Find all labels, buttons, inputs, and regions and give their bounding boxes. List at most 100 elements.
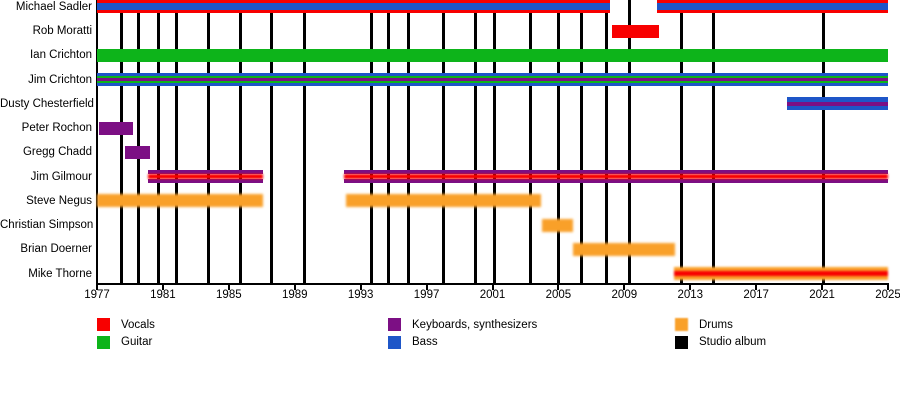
member-bar [97, 73, 888, 87]
bar-stripe-keyboards [125, 145, 150, 159]
studio-album-line [270, 0, 274, 283]
bar-stripe-keyboards [97, 78, 888, 82]
studio-album-line [120, 0, 124, 283]
axis-tick [227, 283, 230, 290]
member-label: Rob Moratti [32, 25, 92, 38]
axis-tick [557, 283, 560, 290]
legend-swatch-keyboards [388, 318, 401, 331]
legend-label: Vocals [121, 318, 155, 331]
bar-stripe-guitar [97, 48, 888, 62]
member-bar [125, 145, 150, 159]
axis-tick [491, 283, 494, 290]
bar-stripe-keyboards [787, 101, 888, 106]
axis-tick [755, 283, 758, 290]
member-label: Steve Negus [26, 194, 92, 207]
legend-swatch-guitar [97, 335, 110, 349]
member-label: Jim Crichton [28, 73, 92, 86]
axis-tick [689, 283, 692, 290]
legend-label: Drums [699, 318, 733, 331]
legend-label: Guitar [121, 336, 153, 348]
member-label: Jim Gilmour [30, 170, 92, 183]
bar-stripe-keyboards [148, 170, 264, 174]
studio-album-line [556, 0, 560, 283]
bar-stripe-bass [97, 73, 888, 77]
bar-stripe-drums [541, 218, 574, 232]
axis-tick-label: 2009 [611, 289, 638, 301]
member-label: Peter Rochon [21, 122, 92, 135]
bar-stripe-bass [787, 97, 888, 102]
member-bar [148, 170, 264, 184]
studio-album-line [680, 0, 684, 283]
member-bar [345, 194, 542, 208]
legend-item-keyboards: Keyboards, synthesizers [388, 318, 537, 331]
bar-stripe-vocals [611, 24, 659, 38]
axis-tick [359, 283, 362, 290]
bar-stripe-keyboards [98, 121, 134, 135]
legend-label: Keyboards, synthesizers [412, 318, 538, 331]
legend-item-drums: Drums [675, 318, 733, 331]
bar-stripe-vocals [657, 0, 888, 4]
axis-tick-label: 2005 [545, 289, 572, 301]
studio-album-line [493, 0, 497, 283]
axis-tick-label: 2025 [875, 289, 900, 301]
studio-album-line [303, 0, 307, 283]
plot-left-border [96, 0, 98, 283]
bar-stripe-keyboards [344, 170, 888, 174]
studio-album-line [386, 0, 390, 283]
studio-album-line [821, 0, 825, 283]
bar-stripe-drums [673, 275, 888, 281]
member-label: Gregg Chadd [22, 146, 92, 159]
bar-stripe-vocals [97, 0, 611, 4]
member-label: Christian Simpson [0, 219, 94, 232]
studio-album-line [157, 0, 161, 283]
bar-stripe-bass [787, 105, 888, 111]
bar-stripe-bass [97, 3, 611, 11]
studio-album-line [605, 0, 609, 283]
bar-stripe-keyboards [148, 179, 264, 184]
studio-album-line [206, 0, 210, 283]
axis-tick [161, 283, 164, 290]
studio-album-line [528, 0, 532, 283]
axis-tick-label: 2001 [479, 289, 506, 301]
axis-tick-label: 1985 [216, 289, 242, 301]
member-bar [344, 170, 888, 184]
bar-stripe-vocals [673, 271, 888, 276]
legend-label: Studio album [699, 336, 767, 348]
axis-tick-label: 1981 [150, 289, 176, 301]
member-bar [787, 97, 888, 111]
bar-stripe-drums [97, 194, 264, 208]
legend-item-album: Studio album [675, 335, 767, 349]
axis-tick-label: 2013 [677, 289, 704, 301]
member-bar [97, 48, 888, 62]
legend-swatch-album [675, 335, 688, 349]
member-label: Michael Sadler [15, 0, 92, 13]
bar-stripe-bass [97, 83, 888, 87]
legend-swatch-bass [388, 335, 401, 349]
bar-stripe-guitar [97, 76, 888, 79]
member-bar [611, 24, 659, 38]
axis-tick-label: 1989 [281, 289, 308, 301]
axis-tick [96, 283, 98, 290]
studio-album-line [136, 0, 140, 283]
axis-tick [821, 283, 824, 290]
bar-stripe-vocals [657, 10, 888, 14]
bar-stripe-vocals [97, 10, 611, 14]
legend-item-vocals: Vocals [97, 318, 155, 331]
member-bar [541, 218, 574, 232]
legend-swatch-vocals [97, 318, 110, 331]
axis-tick [623, 283, 626, 290]
bar-stripe-drums [673, 267, 888, 272]
axis-tick [425, 283, 428, 290]
studio-album-line [628, 0, 632, 283]
axis-tick-label: 1993 [347, 289, 374, 301]
legend-swatch-drums [675, 318, 688, 331]
legend-item-guitar: Guitar [97, 335, 153, 349]
member-label: Mike Thorne [28, 267, 92, 280]
legend-label: Bass [412, 336, 438, 348]
bar-stripe-vocals [148, 173, 264, 180]
studio-album-line [175, 0, 179, 283]
legend-item-bass: Bass [388, 335, 438, 349]
bar-stripe-vocals [344, 173, 888, 180]
member-bar [673, 267, 888, 281]
